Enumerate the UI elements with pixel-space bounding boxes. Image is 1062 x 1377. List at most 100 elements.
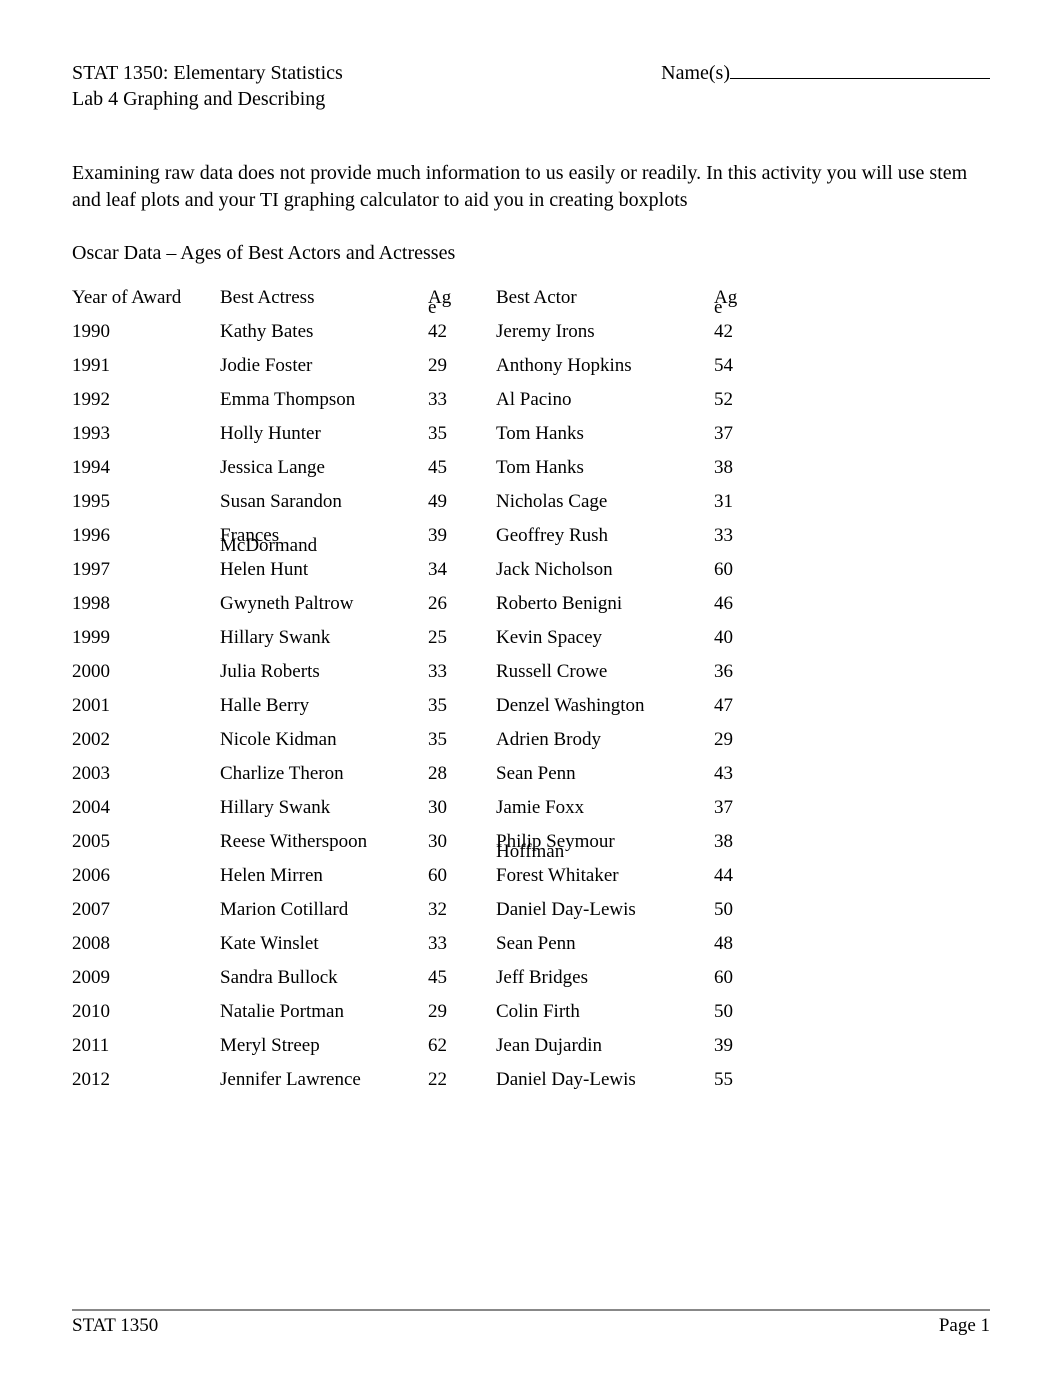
cell-actress: Kathy Bates: [220, 315, 428, 349]
cell-age-actress: 35: [428, 417, 496, 451]
table-row: 1995Susan Sarandon49Nicholas Cage31: [72, 485, 772, 519]
header: STAT 1350: Elementary Statistics Lab 4 G…: [72, 60, 990, 112]
cell-age-actress: 32: [428, 893, 496, 927]
cell-actress: Meryl Streep: [220, 1029, 428, 1063]
cell-year: 1996: [72, 519, 220, 553]
table-row: 1997Helen Hunt34Jack Nicholson60: [72, 553, 772, 587]
cell-actor: Kevin Spacey: [496, 621, 714, 655]
cell-age-actress: 22: [428, 1063, 496, 1097]
cell-age-actor: 33: [714, 519, 772, 553]
footer-left: STAT 1350: [72, 1315, 158, 1337]
cell-actress: Sandra Bullock: [220, 961, 428, 995]
cell-actress: Emma Thompson: [220, 383, 428, 417]
cell-actor: Anthony Hopkins: [496, 349, 714, 383]
cell-age-actress: 30: [428, 791, 496, 825]
cell-actor: Nicholas Cage: [496, 485, 714, 519]
cell-age-actor: 60: [714, 961, 772, 995]
col-age1-header: Ag e: [428, 281, 496, 315]
table-row: 2002Nicole Kidman35Adrien Brody29: [72, 723, 772, 757]
course-title: STAT 1350: Elementary Statistics: [72, 60, 661, 86]
actress-stack: FrancesMcDormand: [220, 526, 279, 545]
table-head: Year of Award Best Actress Ag e Best Act…: [72, 281, 772, 315]
table-row: 2003Charlize Theron28Sean Penn43: [72, 757, 772, 791]
cell-year: 2001: [72, 689, 220, 723]
table-row: 2009Sandra Bullock45Jeff Bridges60: [72, 961, 772, 995]
col-actress-header: Best Actress: [220, 281, 428, 315]
cell-actress: Reese Witherspoon: [220, 825, 428, 859]
cell-actress: Jennifer Lawrence: [220, 1063, 428, 1097]
age1-header-stack: Ag e: [428, 288, 451, 307]
cell-age-actress: 35: [428, 689, 496, 723]
cell-age-actress: 28: [428, 757, 496, 791]
cell-year: 1992: [72, 383, 220, 417]
cell-year: 2009: [72, 961, 220, 995]
cell-actor: Roberto Benigni: [496, 587, 714, 621]
cell-year: 1993: [72, 417, 220, 451]
table-row: 1994Jessica Lange45Tom Hanks38: [72, 451, 772, 485]
cell-year: 2007: [72, 893, 220, 927]
cell-year: 1997: [72, 553, 220, 587]
cell-actress: Hillary Swank: [220, 791, 428, 825]
cell-age-actor: 48: [714, 927, 772, 961]
cell-actor: Forest Whitaker: [496, 859, 714, 893]
oscar-table: Year of Award Best Actress Ag e Best Act…: [72, 281, 772, 1097]
table-row: 1998Gwyneth Paltrow26Roberto Benigni46: [72, 587, 772, 621]
cell-age-actor: 47: [714, 689, 772, 723]
lab-title: Lab 4 Graphing and Describing: [72, 86, 661, 112]
cell-age-actor: 55: [714, 1063, 772, 1097]
cell-actress: Halle Berry: [220, 689, 428, 723]
cell-actor: Daniel Day-Lewis: [496, 893, 714, 927]
cell-actor: Sean Penn: [496, 927, 714, 961]
cell-age-actor: 29: [714, 723, 772, 757]
cell-age-actor: 31: [714, 485, 772, 519]
cell-age-actor: 54: [714, 349, 772, 383]
cell-year: 1998: [72, 587, 220, 621]
age2-header-top: Ag: [714, 287, 737, 308]
cell-actress: Julia Roberts: [220, 655, 428, 689]
cell-actor: Philip SeymourHoffman: [496, 825, 714, 859]
table-row: 1992Emma Thompson33Al Pacino52: [72, 383, 772, 417]
cell-year: 2000: [72, 655, 220, 689]
table-row: 1999Hillary Swank25Kevin Spacey40: [72, 621, 772, 655]
cell-age-actress: 42: [428, 315, 496, 349]
cell-year: 1994: [72, 451, 220, 485]
page-footer: STAT 1350 Page 1: [72, 1309, 990, 1337]
col-actor-header: Best Actor: [496, 281, 714, 315]
cell-age-actress: 35: [428, 723, 496, 757]
cell-actress: Marion Cotillard: [220, 893, 428, 927]
cell-actress: Natalie Portman: [220, 995, 428, 1029]
cell-actor: Colin Firth: [496, 995, 714, 1029]
cell-year: 1995: [72, 485, 220, 519]
name-blank-line: [730, 78, 990, 79]
cell-age-actress: 62: [428, 1029, 496, 1063]
cell-age-actor: 42: [714, 315, 772, 349]
cell-age-actress: 29: [428, 995, 496, 1029]
cell-actress: Holly Hunter: [220, 417, 428, 451]
cell-age-actress: 45: [428, 961, 496, 995]
intro-paragraph: Examining raw data does not provide much…: [72, 160, 990, 214]
cell-actress: Helen Mirren: [220, 859, 428, 893]
table-row: 2007Marion Cotillard32Daniel Day-Lewis50: [72, 893, 772, 927]
cell-age-actress: 45: [428, 451, 496, 485]
cell-year: 2005: [72, 825, 220, 859]
footer-right: Page 1: [939, 1315, 990, 1337]
table-row: 1993Holly Hunter35Tom Hanks37: [72, 417, 772, 451]
cell-age-actor: 52: [714, 383, 772, 417]
table-row: 2000Julia Roberts33Russell Crowe36: [72, 655, 772, 689]
cell-actor: Jean Dujardin: [496, 1029, 714, 1063]
cell-actress: Susan Sarandon: [220, 485, 428, 519]
cell-year: 1999: [72, 621, 220, 655]
cell-year: 2004: [72, 791, 220, 825]
cell-actress: Gwyneth Paltrow: [220, 587, 428, 621]
cell-actor: Denzel Washington: [496, 689, 714, 723]
table-caption: Oscar Data – Ages of Best Actors and Act…: [72, 242, 990, 265]
cell-year: 2011: [72, 1029, 220, 1063]
actor-stack: Philip SeymourHoffman: [496, 832, 615, 851]
table-row: 1990Kathy Bates42Jeremy Irons42: [72, 315, 772, 349]
table-header-row: Year of Award Best Actress Ag e Best Act…: [72, 281, 772, 315]
cell-age-actress: 33: [428, 655, 496, 689]
cell-year: 2008: [72, 927, 220, 961]
age1-header-top: Ag: [428, 287, 451, 308]
table-body: 1990Kathy Bates42Jeremy Irons421991Jodie…: [72, 315, 772, 1097]
cell-year: 2003: [72, 757, 220, 791]
